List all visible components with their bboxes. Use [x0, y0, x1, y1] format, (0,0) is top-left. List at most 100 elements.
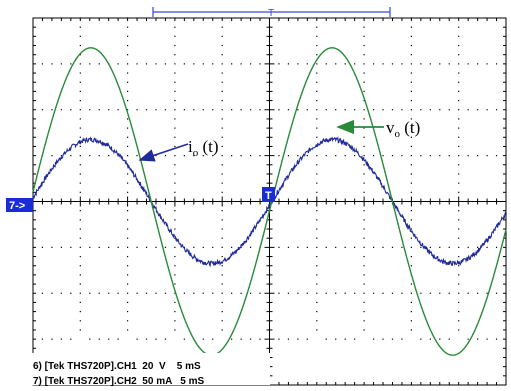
grid-dot	[127, 265, 128, 266]
grid-dot	[458, 247, 459, 248]
grid-dot	[241, 109, 242, 110]
grid-dot	[364, 329, 365, 330]
grid-dot	[345, 109, 346, 110]
grid-dot	[165, 339, 166, 340]
grid-dot	[222, 146, 223, 147]
grid-dot	[449, 63, 450, 64]
grid-dot	[364, 311, 365, 312]
grid-dot	[99, 155, 100, 156]
grid-dot	[316, 293, 317, 294]
grid-dot	[458, 192, 459, 193]
grid-dot	[297, 109, 298, 110]
grid-dot	[118, 109, 119, 110]
grid-dot	[326, 109, 327, 110]
grid-dot	[61, 339, 62, 340]
grid-dot	[288, 247, 289, 248]
grid-dot	[364, 118, 365, 119]
grid-dot	[222, 128, 223, 129]
grid-dot	[382, 293, 383, 294]
grid-dot	[136, 155, 137, 156]
grid-dot	[458, 72, 459, 73]
grid-dot	[326, 63, 327, 64]
grid-dot	[496, 109, 497, 110]
grid-dot	[127, 293, 128, 294]
grid-dot	[193, 293, 194, 294]
grid-dot	[146, 155, 147, 156]
grid-dot	[241, 63, 242, 64]
grid-dot	[222, 45, 223, 46]
grid-dot	[89, 63, 90, 64]
grid-dot	[51, 109, 52, 110]
grid-dot	[458, 128, 459, 129]
grid-dot	[203, 293, 204, 294]
grid-dot	[222, 238, 223, 239]
grid-dot	[231, 63, 232, 64]
grid-dot	[61, 293, 62, 294]
grid-dot	[439, 155, 440, 156]
grid-dot	[392, 155, 393, 156]
grid-dot	[401, 109, 402, 110]
grid-dot	[354, 63, 355, 64]
grid-dot	[231, 293, 232, 294]
grid-dot	[345, 63, 346, 64]
grid-dot	[127, 100, 128, 101]
grid-dot	[99, 339, 100, 340]
grid-dot	[316, 36, 317, 37]
grid-dot	[70, 293, 71, 294]
grid-dot	[439, 247, 440, 248]
grid-dot	[80, 320, 81, 321]
grid-dot	[127, 82, 128, 83]
grid-dot	[127, 329, 128, 330]
grid-dot	[80, 72, 81, 73]
grid-dot	[420, 339, 421, 340]
svg-text:vo (t): vo (t)	[386, 118, 420, 140]
grid-dot	[70, 63, 71, 64]
grid-dot	[297, 155, 298, 156]
grid-dot	[335, 339, 336, 340]
grid-dot	[477, 155, 478, 156]
grid-dot	[326, 247, 327, 248]
grid-dot	[174, 45, 175, 46]
grid-dot	[468, 109, 469, 110]
grid-dot	[184, 339, 185, 340]
grid-dot	[259, 293, 260, 294]
grid-dot	[411, 72, 412, 73]
grid-dot	[231, 155, 232, 156]
grid-dot	[222, 91, 223, 92]
grid-dot	[127, 173, 128, 174]
grid-dot	[364, 164, 365, 165]
grid-dot	[316, 192, 317, 193]
grid-dot	[288, 155, 289, 156]
grid-dot	[174, 183, 175, 184]
grid-dot	[174, 109, 175, 110]
grid-dot	[316, 109, 317, 110]
svg-text:T: T	[265, 190, 272, 202]
grid-dot	[364, 293, 365, 294]
grid-dot	[80, 82, 81, 83]
grid-dot	[430, 63, 431, 64]
grid-dot	[316, 302, 317, 303]
grid-dot	[99, 247, 100, 248]
grid-dot	[174, 219, 175, 220]
grid-dot	[146, 293, 147, 294]
grid-dot	[222, 164, 223, 165]
grid-dot	[127, 45, 128, 46]
grid-dot	[80, 329, 81, 330]
grid-dot	[411, 183, 412, 184]
grid-dot	[411, 155, 412, 156]
grid-dot	[364, 109, 365, 110]
grid-dot	[127, 311, 128, 312]
grid-dot	[222, 118, 223, 119]
grid-dot	[288, 339, 289, 340]
grid-dot	[127, 219, 128, 220]
grid-dot	[316, 72, 317, 73]
grid-dot	[316, 164, 317, 165]
grid-dot	[316, 256, 317, 257]
grid-dot	[70, 155, 71, 156]
grid-dot	[222, 311, 223, 312]
grid-dot	[222, 219, 223, 220]
grid-dot	[439, 63, 440, 64]
grid-dot	[316, 27, 317, 28]
grid-dot	[458, 109, 459, 110]
grid-dot	[420, 63, 421, 64]
